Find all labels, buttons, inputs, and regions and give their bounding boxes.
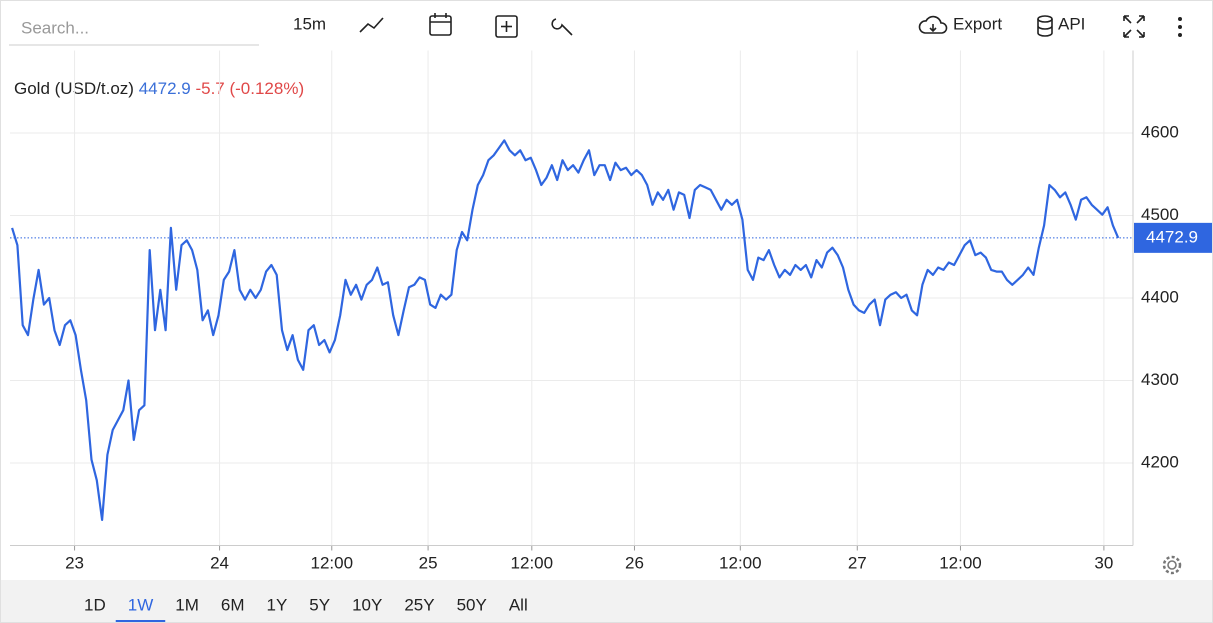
range-button[interactable]: 6M: [221, 595, 245, 614]
price-change: -5.7 (-0.128%): [195, 79, 304, 98]
y-tick-label: 4500: [1141, 205, 1179, 224]
x-tick-label: 30: [1094, 553, 1113, 572]
range-button[interactable]: 25Y: [404, 595, 434, 614]
interval-button[interactable]: 15m: [293, 14, 326, 33]
range-buttons: 1D 1W 1M 6M 1Y 5Y 10Y 25Y 50Y All: [84, 595, 528, 622]
range-button[interactable]: 1M: [175, 595, 199, 614]
range-button[interactable]: 1W: [128, 595, 154, 614]
x-tick-label: 27: [848, 553, 867, 572]
x-tick-label: 12:00: [310, 553, 353, 572]
axis-settings-icon[interactable]: [1162, 555, 1182, 575]
fullscreen-icon[interactable]: [1123, 15, 1145, 38]
search-placeholder: Search...: [21, 18, 89, 37]
settings-wrench-icon[interactable]: [551, 18, 573, 36]
y-tick-label: 4600: [1141, 122, 1179, 141]
range-button[interactable]: 10Y: [352, 595, 382, 614]
plot: 4200 4300 4400 4500 4600 23 24 12:00 25 12:00 26 12…: [10, 50, 1212, 572]
instrument-title: Gold (USD/t.oz): [14, 79, 134, 98]
more-menu[interactable]: [1178, 17, 1182, 37]
calendar-icon[interactable]: [429, 13, 452, 36]
x-tick-label: 24: [210, 553, 229, 572]
last-price-label: 4472.9: [1146, 227, 1198, 246]
range-button[interactable]: 1D: [84, 595, 106, 614]
range-button[interactable]: All: [509, 595, 528, 614]
chart-type-icon[interactable]: [359, 17, 384, 33]
price-line: [11, 139, 1120, 521]
legend-line: Gold (USD/t.oz) 4472.9 -5.7 (-0.128%): [14, 79, 304, 98]
y-tick-label: 4200: [1141, 452, 1179, 471]
range-button[interactable]: 1Y: [266, 595, 287, 614]
last-price-box: [1134, 222, 1212, 253]
range-bar: [1, 580, 1212, 622]
y-tick-label: 4300: [1141, 370, 1179, 389]
x-tick-label: 12:00: [719, 553, 762, 572]
range-button[interactable]: 50Y: [457, 595, 487, 614]
x-tick-label: 12:00: [511, 553, 554, 572]
x-tick-label: 12:00: [939, 553, 982, 572]
range-button[interactable]: 5Y: [309, 595, 330, 614]
last-price: 4472.9: [139, 79, 191, 98]
toolbar: Search... 15m Export API: [9, 12, 1182, 46]
x-tick-label: 26: [625, 553, 644, 572]
x-tick-label: 23: [65, 553, 84, 572]
api-label[interactable]: API: [1058, 14, 1085, 33]
export-label[interactable]: Export: [953, 14, 1002, 33]
x-tick-label: 25: [419, 553, 438, 572]
y-tick-label: 4400: [1141, 287, 1179, 306]
search-box[interactable]: [9, 12, 259, 46]
export-button[interactable]: Export: [918, 14, 1002, 34]
api-button[interactable]: API: [1037, 14, 1085, 37]
compare-icon[interactable]: [495, 15, 518, 38]
